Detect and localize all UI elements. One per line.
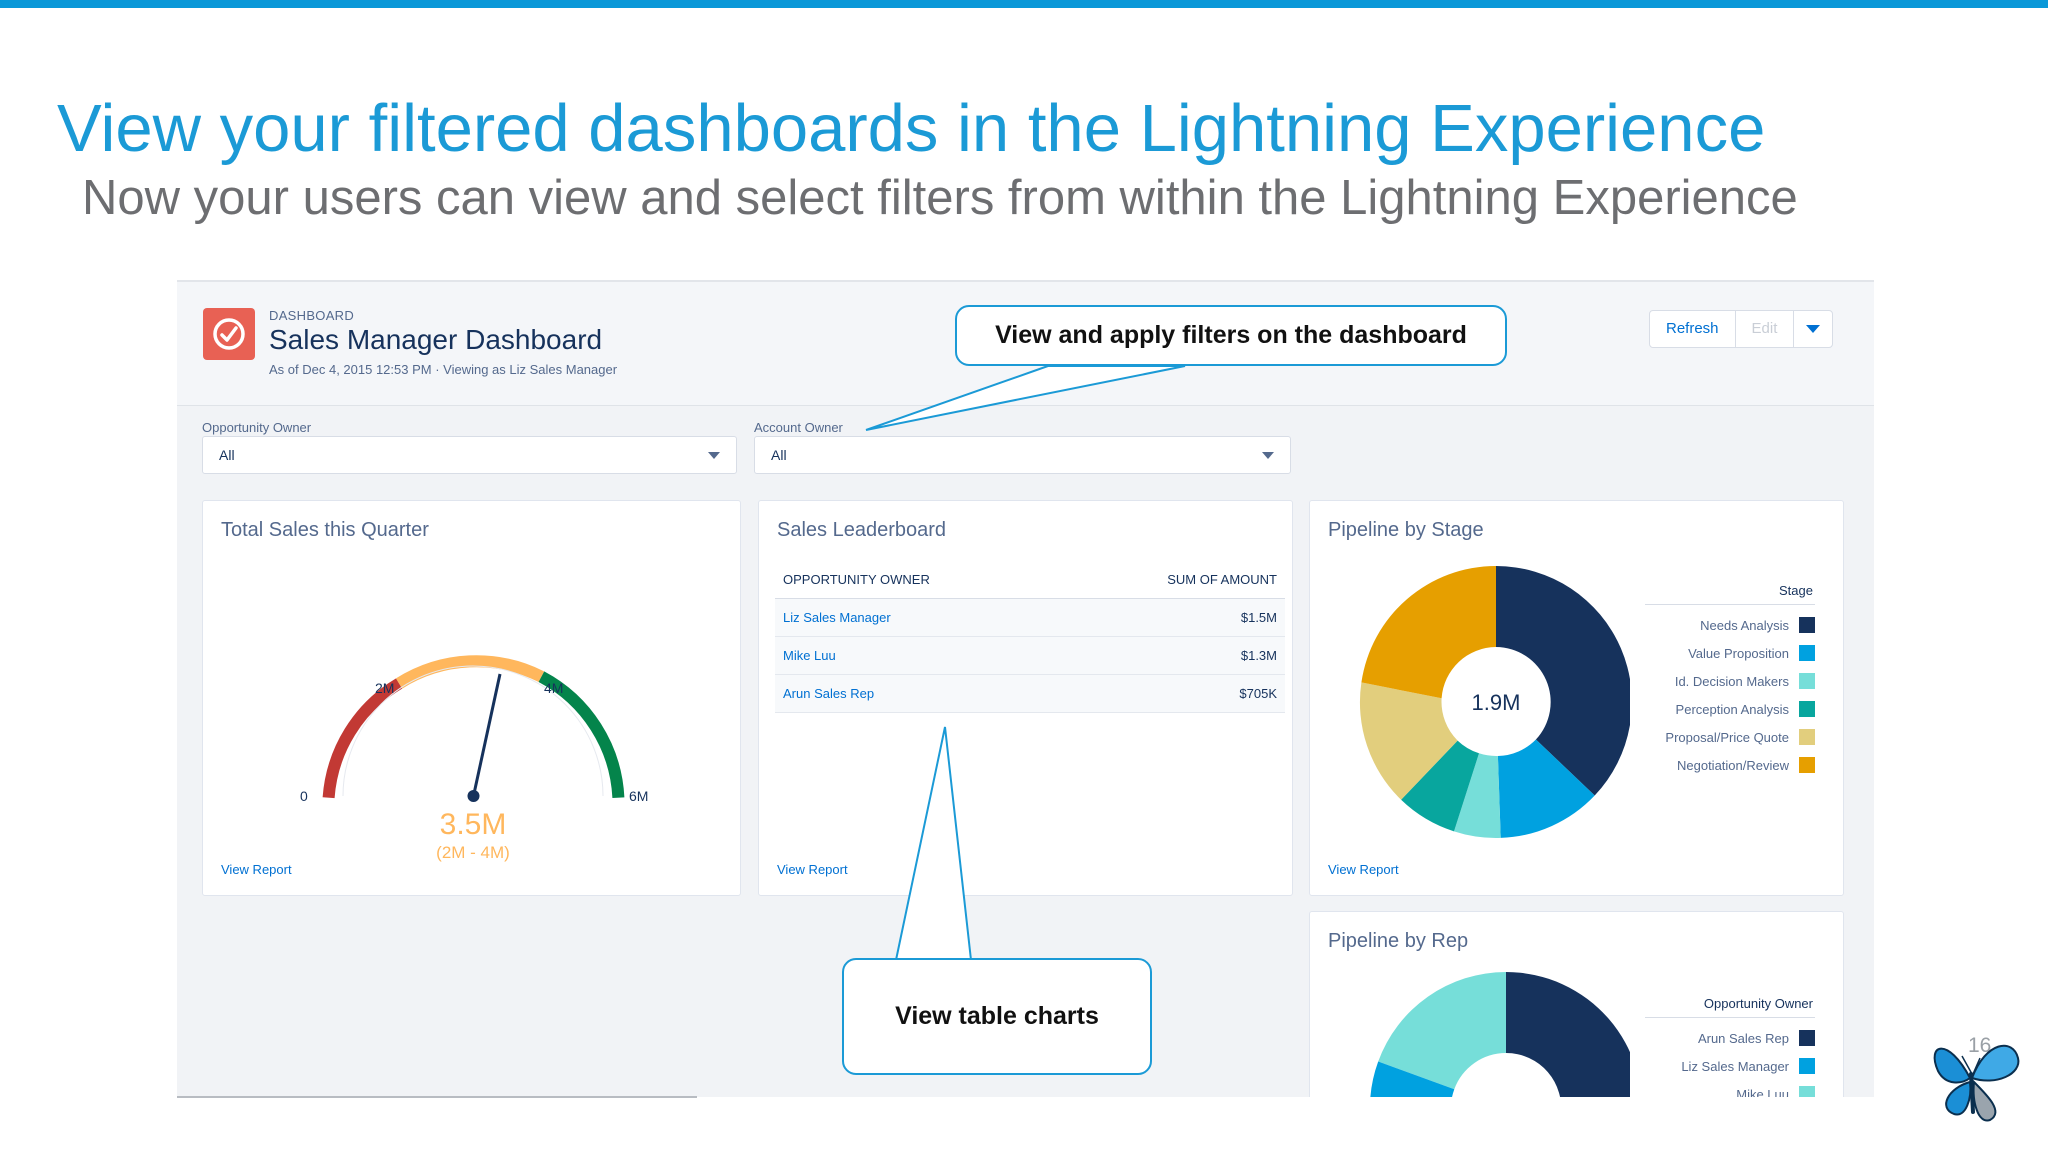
legend-title: Stage [1645,583,1815,605]
legend-item: Perception Analysis [1645,695,1815,723]
dashboard-meta: As of Dec 4, 2015 12:53 PM · Viewing as … [269,362,618,377]
legend-item: Id. Decision Makers [1645,667,1815,695]
pipeline-stage-legend: Stage Needs Analysis Value Proposition I… [1645,583,1815,779]
legend-swatch [1799,617,1815,633]
caret-down-icon[interactable] [1794,311,1832,347]
card-sales-leaderboard: Sales Leaderboard OPPORTUNITY OWNER SUM … [758,500,1293,896]
donut-slice-needs-analysis [1496,566,1630,796]
legend-swatch [1799,1030,1815,1046]
legend-label: Proposal/Price Quote [1665,729,1789,745]
view-report-link[interactable]: View Report [777,862,848,877]
legend-swatch [1799,729,1815,745]
legend-item: Needs Analysis [1645,611,1815,639]
legend-label: Mike Luu [1736,1086,1789,1098]
amount-cell: $1.5M [1240,610,1277,625]
filter-label-account-owner: Account Owner [754,420,843,435]
legend-item: Liz Sales Manager [1645,1052,1815,1080]
chevron-down-icon [708,452,720,459]
gauge-tick-6m: 6M [629,788,648,804]
legend-item: Proposal/Price Quote [1645,723,1815,751]
legend-label: Arun Sales Rep [1697,1030,1789,1046]
owner-link[interactable]: Liz Sales Manager [783,610,891,625]
legend-item: Negotiation/Review [1645,751,1815,779]
card-title: Total Sales this Quarter [221,519,429,541]
refresh-button[interactable]: Refresh [1650,311,1736,347]
legend-swatch [1799,1086,1815,1097]
amount-cell: $705K [1239,686,1277,701]
legend-swatch [1799,1058,1815,1074]
legend-swatch [1799,645,1815,661]
donut-slice-liz [1370,1061,1455,1097]
donut-slice-perception-analysis [1401,740,1479,832]
column-header-owner: OPPORTUNITY OWNER [783,572,930,587]
filter-value: All [219,447,235,463]
screenshot-baseline [177,1096,697,1098]
legend-swatch [1799,757,1815,773]
legend-swatch [1799,701,1815,717]
leaderboard-table: OPPORTUNITY OWNER SUM OF AMOUNT Liz Sale… [775,561,1285,713]
view-report-link[interactable]: View Report [1328,862,1399,877]
amount-cell: $1.3M [1240,648,1277,663]
donut-slice-value-proposition [1497,739,1595,838]
legend-label: Id. Decision Makers [1674,673,1789,689]
dashboard-kicker: DASHBOARD [269,308,355,323]
donut-center-value: 1.9M [1472,690,1521,715]
pipeline-rep-donut [1370,972,1630,1097]
gauge-tick-4m: 4M [544,680,563,696]
legend-item: Arun Sales Rep [1645,1024,1815,1052]
butterfly-logo-icon [1933,1044,2020,1122]
card-total-sales: Total Sales this Quarter 0 2M 4M 6M 3.5M… [202,500,741,896]
owner-link[interactable]: Arun Sales Rep [783,686,875,701]
view-report-link[interactable]: View Report [221,862,292,877]
legend-title: Opportunity Owner [1645,996,1815,1018]
gauge-value: 3.5M [440,808,507,841]
filter-label-opportunity-owner: Opportunity Owner [202,420,312,435]
dashboard-name: Sales Manager Dashboard [269,324,603,355]
slide-title: View your filtered dashboards in the Lig… [57,91,1766,166]
page-number: 16 [1968,1034,1992,1057]
gauge-tick-0: 0 [300,788,308,804]
callout-tables: View table charts [842,958,1152,1075]
pipeline-rep-legend: Opportunity Owner Arun Sales Rep Liz Sal… [1645,996,1815,1097]
table-row: Liz Sales Manager $1.5M [775,599,1285,637]
legend-label: Liz Sales Manager [1681,1058,1789,1074]
column-header-amount: SUM OF AMOUNT [1167,572,1277,587]
dashboard-button-group: Refresh Edit [1649,310,1834,348]
legend-label: Value Proposition [1688,645,1789,661]
table-header: OPPORTUNITY OWNER SUM OF AMOUNT [775,561,1285,599]
legend-label: Perception Analysis [1675,701,1789,717]
card-title: Pipeline by Rep [1328,930,1469,952]
table-row: Mike Luu $1.3M [775,637,1285,675]
card-pipeline-by-stage: Pipeline by Stage 1.9M Stage Needs Analy… [1309,500,1844,896]
owner-link[interactable]: Mike Luu [783,648,836,663]
card-pipeline-by-rep: Pipeline by Rep Opportunity Owner Arun S… [1309,911,1844,1097]
table-row: Arun Sales Rep $705K [775,675,1285,713]
filter-select-account-owner[interactable]: All [754,436,1291,474]
card-title: Pipeline by Stage [1328,519,1484,541]
legend-label: Needs Analysis [1700,617,1789,633]
gauge-chart: 0 2M 4M 6M 3.5M (2M - 4M) [300,655,648,862]
legend-item: Value Proposition [1645,639,1815,667]
legend-swatch [1799,673,1815,689]
filter-value: All [771,447,787,463]
callout-filters: View and apply filters on the dashboard [955,305,1507,366]
legend-item: Mike Luu [1645,1080,1815,1097]
legend-label: Negotiation/Review [1676,757,1789,773]
top-accent-bar [0,0,2048,8]
gauge-range: (2M - 4M) [436,843,510,862]
slide-subtitle: Now your users can view and select filte… [82,171,1798,225]
donut-slice-proposal [1359,682,1458,800]
donut-slice-mike [1378,972,1506,1090]
donut-slice-id-decision-makers [1454,753,1501,838]
gauge-icon [203,308,255,360]
filter-select-opportunity-owner[interactable]: All [202,436,737,474]
donut-slice-arun [1506,972,1630,1097]
donut-slice-negotiation [1361,566,1496,699]
pipeline-stage-donut: 1.9M [1359,566,1630,838]
gauge-tick-2m: 2M [375,680,394,696]
edit-button[interactable]: Edit [1736,311,1795,347]
chevron-down-icon [1262,452,1274,459]
card-title: Sales Leaderboard [777,519,947,541]
